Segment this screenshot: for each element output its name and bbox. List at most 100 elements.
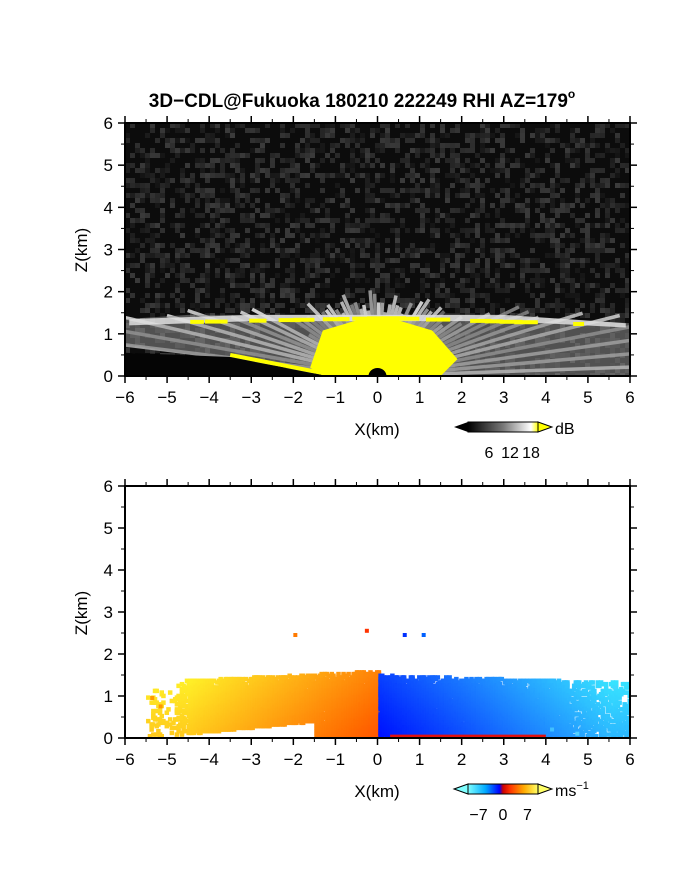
noise-cell <box>270 178 275 183</box>
noise-cell <box>145 133 150 138</box>
noise-cell <box>435 273 440 278</box>
noise-cell <box>555 303 560 308</box>
noise-cell <box>285 178 290 183</box>
noise-cell <box>360 163 365 168</box>
noise-cell <box>390 218 395 223</box>
velocity-cell <box>152 697 158 702</box>
noise-cell <box>535 273 540 278</box>
noise-cell <box>180 233 185 238</box>
noise-cell <box>530 228 535 233</box>
noise-cell <box>410 298 415 303</box>
noise-cell <box>600 153 605 158</box>
noise-cell <box>605 263 610 268</box>
noise-cell <box>300 123 305 128</box>
noise-cell <box>625 253 630 258</box>
noise-cell <box>500 143 505 148</box>
noise-cell <box>470 268 475 273</box>
noise-cell <box>280 143 285 148</box>
noise-cell <box>595 183 600 188</box>
noise-cell <box>525 178 530 183</box>
noise-cell <box>200 278 205 283</box>
noise-cell <box>605 318 610 323</box>
noise-cell <box>430 123 435 128</box>
noise-cell <box>135 263 140 268</box>
noise-cell <box>440 293 445 298</box>
noise-cell <box>465 268 470 273</box>
noise-cell <box>260 288 265 293</box>
noise-cell <box>200 128 205 133</box>
noise-cell <box>620 243 625 248</box>
noise-cell <box>200 248 205 253</box>
noise-cell <box>205 208 210 213</box>
noise-cell <box>490 228 495 233</box>
backscatter-saturated-edge <box>229 352 332 376</box>
noise-cell <box>260 248 265 253</box>
noise-cell <box>165 258 170 263</box>
backscatter-x-ticks: −6 −5 −4 −3 −2 −1 0 1 2 3 4 5 6 <box>115 116 635 407</box>
noise-cell <box>135 238 140 243</box>
noise-cell <box>165 168 170 173</box>
noise-cell <box>155 233 160 238</box>
noise-cell <box>345 143 350 148</box>
noise-cell <box>385 283 390 288</box>
noise-cell <box>495 158 500 163</box>
noise-cell <box>170 123 175 128</box>
noise-cell <box>575 293 580 298</box>
noise-cell <box>325 283 330 288</box>
noise-cell <box>190 283 195 288</box>
noise-cell <box>505 283 510 288</box>
noise-cell <box>540 213 545 218</box>
noise-cell <box>595 283 600 288</box>
noise-cell <box>495 248 500 253</box>
noise-cell <box>255 138 260 143</box>
noise-cell <box>400 203 405 208</box>
noise-cell <box>470 138 475 143</box>
noise-cell <box>275 263 280 268</box>
noise-cell <box>390 193 395 198</box>
noise-cell <box>155 223 160 228</box>
noise-cell <box>200 168 205 173</box>
noise-cell <box>525 268 530 273</box>
velocity-cell <box>147 734 153 738</box>
noise-cell <box>390 168 395 173</box>
noise-cell <box>150 173 155 178</box>
noise-cell <box>540 278 545 283</box>
velocity-cell <box>183 693 188 699</box>
noise-cell <box>475 308 480 313</box>
noise-cell <box>345 213 350 218</box>
noise-cell <box>475 193 480 198</box>
noise-cell <box>215 298 220 303</box>
noise-cell <box>310 288 315 293</box>
noise-cell <box>290 278 295 283</box>
noise-cell <box>550 223 555 228</box>
noise-cell <box>580 303 585 308</box>
noise-cell <box>240 268 245 273</box>
noise-cell <box>585 158 590 163</box>
noise-cell <box>135 208 140 213</box>
noise-cell <box>160 128 165 133</box>
noise-cell <box>555 308 560 313</box>
noise-cell <box>525 188 530 193</box>
noise-cell <box>310 223 315 228</box>
noise-cell <box>415 253 420 258</box>
noise-cell <box>185 178 190 183</box>
noise-cell <box>395 233 400 238</box>
noise-cell <box>480 128 485 133</box>
noise-cell <box>290 273 295 278</box>
noise-cell <box>490 253 495 258</box>
noise-cell <box>260 263 265 268</box>
noise-cell <box>150 223 155 228</box>
noise-cell <box>295 218 300 223</box>
noise-cell <box>315 263 320 268</box>
noise-cell <box>535 158 540 163</box>
noise-cell <box>185 193 190 198</box>
noise-cell <box>595 188 600 193</box>
noise-cell <box>505 158 510 163</box>
noise-cell <box>560 233 565 238</box>
noise-cell <box>555 213 560 218</box>
noise-cell <box>280 238 285 243</box>
noise-cell <box>185 128 190 133</box>
velocity-cell <box>154 732 159 737</box>
noise-cell <box>420 128 425 133</box>
noise-cell <box>430 168 435 173</box>
